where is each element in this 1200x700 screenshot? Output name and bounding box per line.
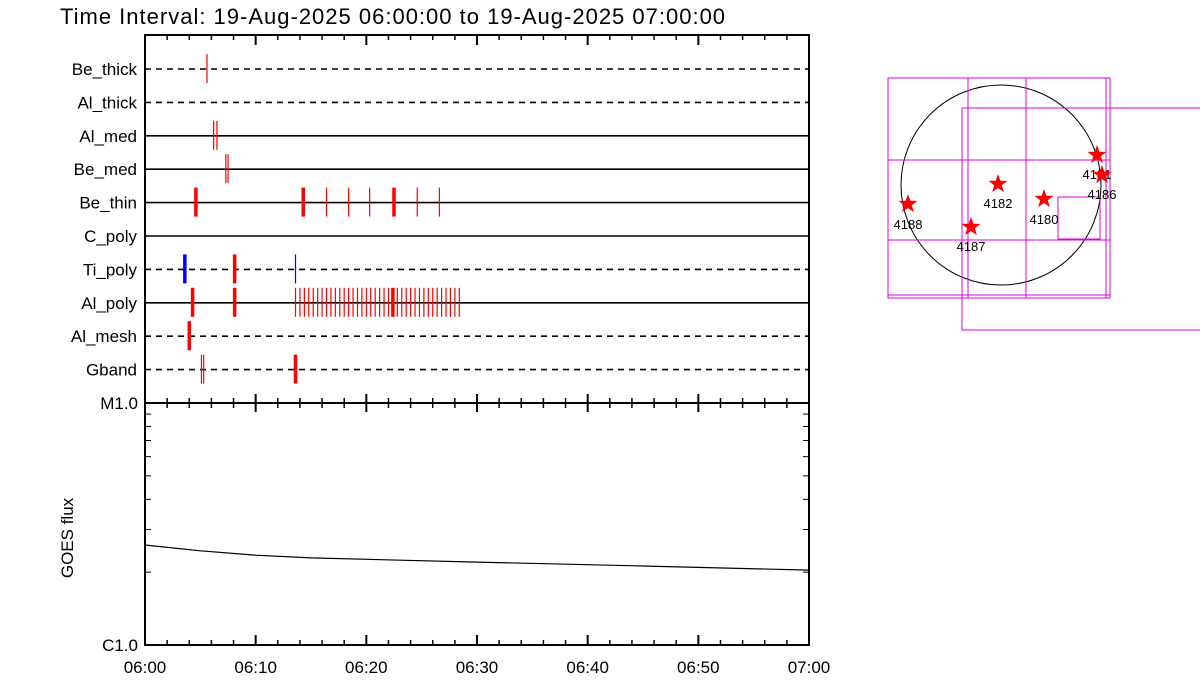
filter-label: Be_med (74, 160, 137, 179)
y-tick-label: C1.0 (102, 636, 138, 655)
y-tick-label: M1.0 (100, 394, 138, 413)
filter-label: Be_thick (72, 60, 138, 79)
region-star (898, 194, 918, 213)
solar-map: 4188 4187 4182 4180 4181 4186 (887, 77, 1200, 331)
region: 4181 (1083, 145, 1111, 182)
filter-label: Ti_poly (83, 260, 138, 279)
region: 4186 (1088, 165, 1117, 202)
fov-box (961, 107, 1200, 331)
region: 4182 (984, 174, 1013, 211)
sun-disk (900, 84, 1102, 286)
filter-label: Al_mesh (71, 327, 137, 346)
filter-label: Gband (86, 361, 137, 380)
goes-line (144, 544, 810, 571)
x-tick-label: 06:10 (234, 658, 277, 677)
x-tick-label: 06:50 (677, 658, 720, 677)
filter-label: Al_thick (77, 93, 137, 112)
chart-title: Time Interval: 19-Aug-2025 06:00:00 to 1… (60, 4, 726, 29)
filter-label: C_poly (84, 227, 137, 246)
filter-label: Al_poly (81, 294, 137, 313)
x-tick-label: 06:30 (456, 658, 499, 677)
region-star (1034, 189, 1054, 208)
fov-box (1057, 196, 1101, 240)
goes-frame (144, 402, 810, 646)
x-tick-label: 06:20 (345, 658, 388, 677)
region-label: 4187 (957, 239, 986, 254)
fov-box (887, 77, 1111, 299)
filter-label: Be_thin (79, 194, 137, 213)
region-label: 4186 (1088, 187, 1117, 202)
region: 4180 (1030, 189, 1059, 227)
x-tick-label: 06:40 (566, 658, 609, 677)
region-label: 4188 (894, 217, 923, 232)
region: 4188 (894, 194, 923, 232)
region-label: 4180 (1030, 212, 1059, 227)
region-star (1092, 165, 1112, 184)
y-axis-title: GOES flux (58, 497, 77, 578)
region-star (988, 174, 1008, 193)
x-tick-label: 06:00 (124, 658, 167, 677)
regions: 4188 4187 4182 4180 4181 4186 (894, 145, 1117, 254)
x-tick-label: 07:00 (788, 658, 831, 677)
region-label: 4182 (984, 196, 1013, 211)
region: 4187 (957, 217, 986, 254)
timeline-frame (144, 34, 810, 404)
region-star (961, 217, 981, 236)
filter-label: Al_med (79, 127, 137, 146)
region-star (1087, 145, 1107, 164)
